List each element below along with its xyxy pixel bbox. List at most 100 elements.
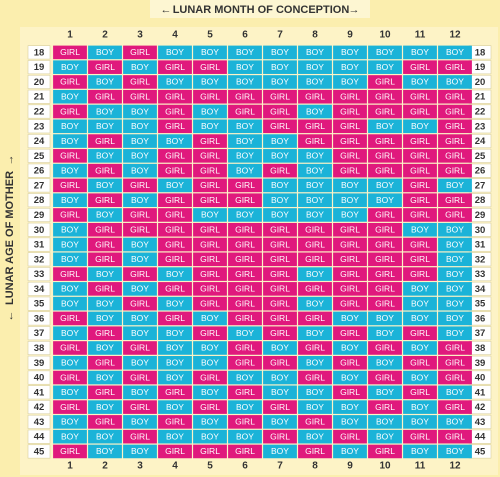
cell-label: GIRL bbox=[165, 151, 185, 161]
age-box bbox=[27, 370, 51, 385]
cell bbox=[193, 267, 227, 281]
cell-label: BOY bbox=[341, 77, 359, 87]
cell-label: BOY bbox=[236, 328, 254, 338]
cell-label: GIRL bbox=[305, 343, 325, 353]
cell-label: GIRL bbox=[340, 106, 360, 116]
cell bbox=[368, 134, 402, 148]
cell-label: GIRL bbox=[130, 431, 150, 441]
age-label: 31 bbox=[475, 240, 486, 251]
column-number: 8 bbox=[312, 30, 318, 41]
cell-label: BOY bbox=[306, 62, 324, 72]
age-label: 23 bbox=[34, 121, 45, 132]
cell-label: BOY bbox=[411, 313, 429, 323]
cell-label: BOY bbox=[61, 417, 79, 427]
cell bbox=[368, 326, 402, 340]
cell bbox=[438, 149, 472, 163]
cell-label: GIRL bbox=[95, 239, 115, 249]
cell bbox=[438, 163, 472, 178]
age-label: 18 bbox=[34, 47, 45, 58]
cell-label: GIRL bbox=[375, 254, 395, 264]
cell-label: GIRL bbox=[60, 372, 80, 382]
age-label: 28 bbox=[475, 195, 486, 206]
cell-label: GIRL bbox=[410, 195, 430, 205]
cell-label: BOY bbox=[166, 402, 184, 412]
age-label: 39 bbox=[34, 358, 45, 369]
cell-label: BOY bbox=[236, 210, 254, 220]
cell-label: BOY bbox=[166, 77, 184, 87]
cell-label: GIRL bbox=[340, 136, 360, 146]
column-number: 2 bbox=[102, 461, 108, 472]
cell bbox=[263, 222, 297, 237]
cell-label: BOY bbox=[376, 180, 394, 190]
age-label: 34 bbox=[34, 284, 45, 295]
cell bbox=[298, 119, 332, 134]
cell-label: BOY bbox=[446, 239, 464, 249]
cell bbox=[193, 119, 227, 134]
title-plate bbox=[150, 0, 370, 18]
cell bbox=[123, 75, 157, 89]
cell-label: BOY bbox=[166, 47, 184, 57]
cell-label: GIRL bbox=[60, 402, 80, 412]
cell bbox=[193, 370, 227, 385]
cell-label: GIRL bbox=[200, 91, 220, 101]
cell-label: GIRL bbox=[235, 387, 255, 397]
cell-label: BOY bbox=[306, 328, 324, 338]
cell bbox=[263, 311, 297, 326]
cell-label: BOY bbox=[236, 47, 254, 57]
cell bbox=[403, 60, 437, 74]
cell bbox=[368, 104, 402, 119]
cell bbox=[438, 415, 472, 429]
cell-label: BOY bbox=[376, 195, 394, 205]
cell-label: GIRL bbox=[60, 151, 80, 161]
cell bbox=[403, 385, 437, 400]
cell bbox=[403, 75, 437, 89]
cell-label: BOY bbox=[271, 446, 289, 456]
cell bbox=[158, 267, 192, 281]
cell-label: BOY bbox=[236, 402, 254, 412]
cell-label: BOY bbox=[201, 106, 219, 116]
cell bbox=[298, 429, 332, 444]
cell bbox=[158, 149, 192, 163]
age-label: 33 bbox=[475, 269, 486, 280]
cell-label: GIRL bbox=[340, 431, 360, 441]
cell-label: BOY bbox=[61, 328, 79, 338]
cell-label: GIRL bbox=[340, 284, 360, 294]
cell bbox=[263, 267, 297, 281]
cell bbox=[158, 296, 192, 311]
cell-label: BOY bbox=[446, 417, 464, 427]
cell bbox=[333, 60, 367, 74]
cell bbox=[53, 355, 87, 370]
cell bbox=[53, 237, 87, 252]
cell bbox=[88, 267, 122, 281]
cell bbox=[438, 252, 472, 267]
age-box bbox=[27, 296, 51, 311]
age-label: 42 bbox=[475, 402, 486, 413]
cell-label: GIRL bbox=[200, 225, 220, 235]
cell bbox=[368, 355, 402, 370]
cell bbox=[123, 355, 157, 370]
cell-label: BOY bbox=[341, 47, 359, 57]
age-box bbox=[27, 148, 51, 163]
cell bbox=[333, 370, 367, 385]
cell bbox=[333, 341, 367, 355]
cell bbox=[403, 104, 437, 119]
age-label: 36 bbox=[34, 313, 45, 324]
age-box bbox=[27, 237, 51, 252]
column-number: 2 bbox=[102, 30, 108, 41]
cell bbox=[333, 282, 367, 296]
age-label: 23 bbox=[475, 121, 486, 132]
cell-label: GIRL bbox=[60, 343, 80, 353]
cell-label: GIRL bbox=[165, 62, 185, 72]
cell bbox=[123, 178, 157, 193]
cell-label: BOY bbox=[236, 151, 254, 161]
cell bbox=[88, 237, 122, 252]
cell-label: GIRL bbox=[375, 77, 395, 87]
cell bbox=[438, 222, 472, 237]
cell-label: GIRL bbox=[410, 180, 430, 190]
cell-label: BOY bbox=[61, 431, 79, 441]
cell bbox=[438, 193, 472, 207]
cell bbox=[333, 311, 367, 326]
cell bbox=[228, 311, 262, 326]
cell-label: GIRL bbox=[130, 372, 150, 382]
cell-label: GIRL bbox=[270, 225, 290, 235]
